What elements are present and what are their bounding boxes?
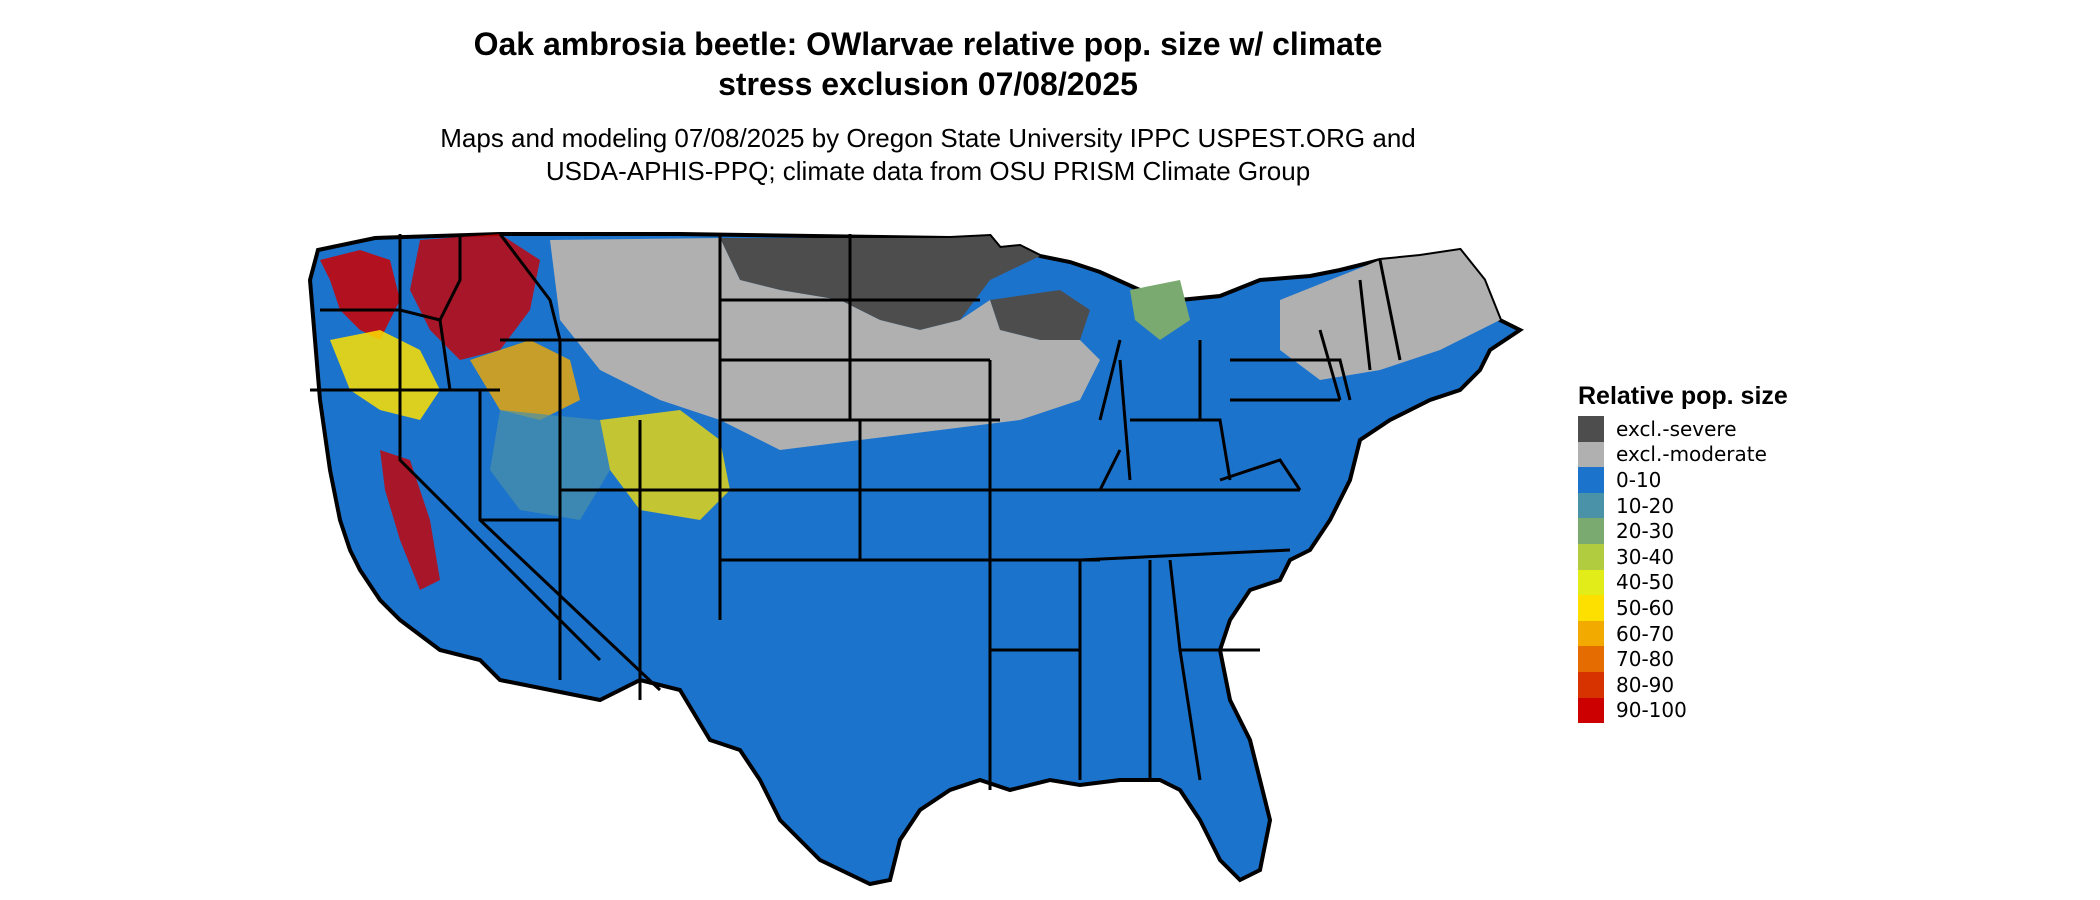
legend-label: 20-30 [1616, 519, 1675, 544]
sierra-red-zone [380, 450, 440, 590]
legend-swatch [1578, 518, 1604, 544]
legend-item: excl.-moderate [1578, 441, 1788, 468]
legend-item: 10-20 [1578, 492, 1788, 519]
us-map [307, 232, 1524, 887]
legend-label: 50-60 [1616, 595, 1675, 620]
legend-item: 0-10 [1578, 467, 1788, 493]
legend-item: 20-30 [1578, 518, 1788, 544]
legend-item: 60-70 [1578, 620, 1788, 647]
legend-item: 80-90 [1578, 671, 1788, 698]
moderate-exclusion-plains [550, 238, 1100, 450]
state-borders [310, 233, 1402, 790]
legend-label: 70-80 [1616, 647, 1675, 672]
legend-item: 40-50 [1578, 569, 1788, 596]
legend-label: 90-100 [1616, 698, 1687, 723]
legend-swatch [1578, 441, 1604, 468]
subtitle-line-1: Maps and modeling 07/08/2025 by Oregon S… [440, 123, 1416, 153]
legend-label: excl.-moderate [1616, 442, 1767, 467]
northwest-yellow-zone [330, 330, 440, 420]
legend-swatch [1578, 620, 1604, 647]
legend-label: 60-70 [1616, 621, 1675, 646]
legend-item: 90-100 [1578, 697, 1788, 724]
legend-swatch [1578, 646, 1604, 672]
legend-swatch [1578, 416, 1604, 442]
legend-swatch [1578, 697, 1604, 724]
legend-label: excl.-severe [1616, 416, 1737, 441]
legend-label: 10-20 [1616, 493, 1675, 518]
legend-label: 30-40 [1616, 544, 1675, 569]
severe-exclusion-wisconsin [990, 290, 1090, 340]
subtitle-line-2: USDA-APHIS-PPQ; climate data from OSU PR… [545, 156, 1311, 186]
legend-item: 50-60 [1578, 595, 1788, 621]
legend-item: 70-80 [1578, 646, 1788, 672]
title-line-2: stress exclusion 07/08/2025 [718, 66, 1138, 102]
legend-swatch [1578, 543, 1604, 570]
legend-label: 80-90 [1616, 672, 1675, 697]
colorado-mixed-zone [600, 410, 730, 520]
michigan-green-zone [1130, 280, 1190, 340]
legend-swatch [1578, 492, 1604, 519]
legend-label: 40-50 [1616, 570, 1675, 595]
legend-item: 30-40 [1578, 543, 1788, 570]
legend-items: excl.-severe excl.-moderate 0-10 10-20 20-30… [1578, 416, 1788, 724]
legend-label: 0-10 [1616, 467, 1662, 492]
map-subtitle: Maps and modeling 07/08/2025 by Oregon S… [0, 122, 1856, 188]
title-line-1: Oak ambrosia beetle: OWlarvae relative p… [473, 26, 1383, 62]
map-title: Oak ambrosia beetle: OWlarvae relative p… [0, 24, 1856, 104]
legend: Relative pop. size excl.-severe excl.-mod… [1578, 380, 1788, 724]
legend-swatch [1578, 569, 1604, 596]
utah-green-zone [490, 410, 610, 520]
northwest-hot-zone [320, 250, 400, 340]
severe-exclusion-north [720, 236, 1040, 330]
idaho-yellow-zone [470, 340, 580, 420]
legend-swatch [1578, 671, 1604, 698]
legend-title: Relative pop. size [1578, 382, 1788, 410]
legend-swatch [1578, 467, 1604, 493]
legend-swatch [1578, 595, 1604, 621]
legend-item: excl.-severe [1578, 416, 1788, 442]
